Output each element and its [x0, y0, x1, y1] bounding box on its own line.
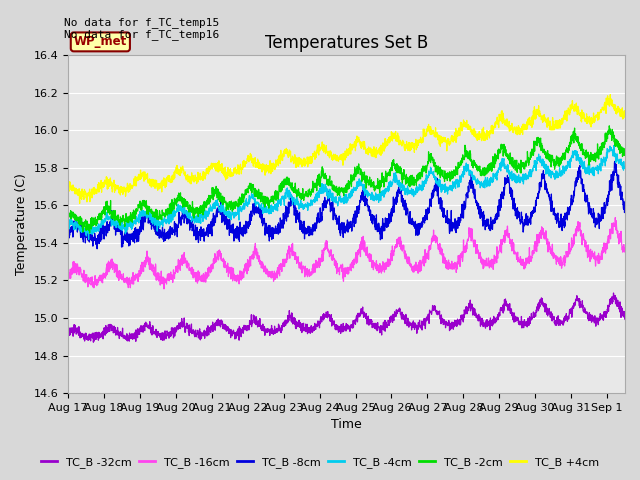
Title: Temperatures Set B: Temperatures Set B: [265, 34, 428, 52]
Text: WP_met: WP_met: [74, 36, 127, 48]
X-axis label: Time: Time: [332, 419, 362, 432]
Text: No data for f_TC_temp16: No data for f_TC_temp16: [64, 29, 220, 40]
Legend: TC_B -32cm, TC_B -16cm, TC_B -8cm, TC_B -4cm, TC_B -2cm, TC_B +4cm: TC_B -32cm, TC_B -16cm, TC_B -8cm, TC_B …: [36, 452, 604, 472]
Text: No data for f_TC_temp15: No data for f_TC_temp15: [64, 17, 220, 28]
Y-axis label: Temperature (C): Temperature (C): [15, 173, 28, 275]
